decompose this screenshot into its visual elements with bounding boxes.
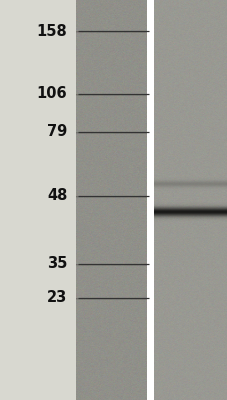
- Text: 158: 158: [36, 24, 67, 39]
- Text: 106: 106: [37, 86, 67, 102]
- Text: 48: 48: [47, 188, 67, 204]
- Bar: [0, 0, 75, 400]
- Text: 79: 79: [47, 124, 67, 140]
- Text: 23: 23: [47, 290, 67, 306]
- Text: 35: 35: [47, 256, 67, 272]
- Bar: [146, 0, 153, 400]
